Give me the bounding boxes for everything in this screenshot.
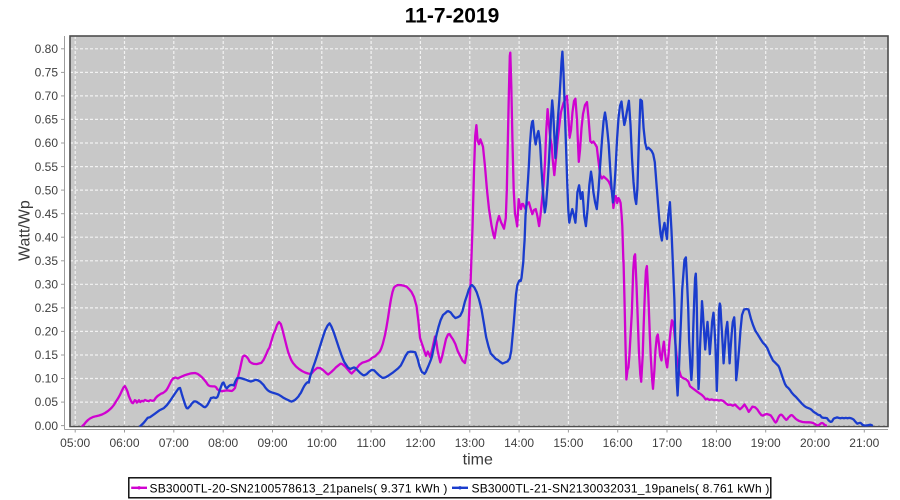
svg-text:16:00: 16:00: [603, 436, 633, 450]
svg-text:0.80: 0.80: [35, 42, 59, 56]
svg-text:11-7-2019: 11-7-2019: [405, 5, 500, 28]
svg-text:06:00: 06:00: [109, 436, 139, 450]
svg-text:20:00: 20:00: [800, 436, 830, 450]
svg-text:07:00: 07:00: [159, 436, 189, 450]
svg-text:SB3000TL-21-SN2130032031_19pan: SB3000TL-21-SN2130032031_19panels( 8.761…: [472, 481, 770, 495]
svg-text:0.25: 0.25: [35, 301, 59, 315]
svg-text:0.60: 0.60: [35, 136, 59, 150]
svg-text:14:00: 14:00: [504, 436, 534, 450]
svg-text:10:00: 10:00: [307, 436, 337, 450]
svg-text:0.50: 0.50: [35, 183, 59, 197]
svg-text:15:00: 15:00: [553, 436, 583, 450]
svg-text:0.40: 0.40: [35, 230, 59, 244]
svg-text:0.70: 0.70: [35, 89, 59, 103]
svg-text:0.10: 0.10: [35, 372, 59, 386]
svg-text:18:00: 18:00: [701, 436, 731, 450]
svg-text:Watt/Wp: Watt/Wp: [17, 200, 34, 261]
svg-text:0.45: 0.45: [35, 207, 59, 221]
svg-text:time: time: [463, 451, 493, 468]
svg-text:0.35: 0.35: [35, 254, 59, 268]
svg-text:17:00: 17:00: [652, 436, 682, 450]
svg-text:05:00: 05:00: [60, 436, 90, 450]
svg-text:0.05: 0.05: [35, 395, 59, 409]
svg-text:09:00: 09:00: [257, 436, 287, 450]
svg-text:12:00: 12:00: [405, 436, 435, 450]
svg-text:11:00: 11:00: [357, 436, 386, 450]
svg-text:0.20: 0.20: [35, 325, 59, 339]
svg-text:19:00: 19:00: [751, 436, 781, 450]
svg-text:08:00: 08:00: [208, 436, 238, 450]
svg-text:0.65: 0.65: [35, 113, 59, 127]
svg-text:0.55: 0.55: [35, 160, 59, 174]
svg-text:SB3000TL-20-SN2100578613_21pan: SB3000TL-20-SN2100578613_21panels( 9.371…: [150, 481, 448, 495]
svg-text:0.15: 0.15: [35, 348, 59, 362]
svg-text:0.30: 0.30: [35, 278, 59, 292]
svg-text:13:00: 13:00: [455, 436, 485, 450]
svg-text:0.00: 0.00: [35, 419, 59, 433]
svg-text:0.75: 0.75: [35, 66, 59, 80]
svg-text:21:00: 21:00: [849, 436, 879, 450]
